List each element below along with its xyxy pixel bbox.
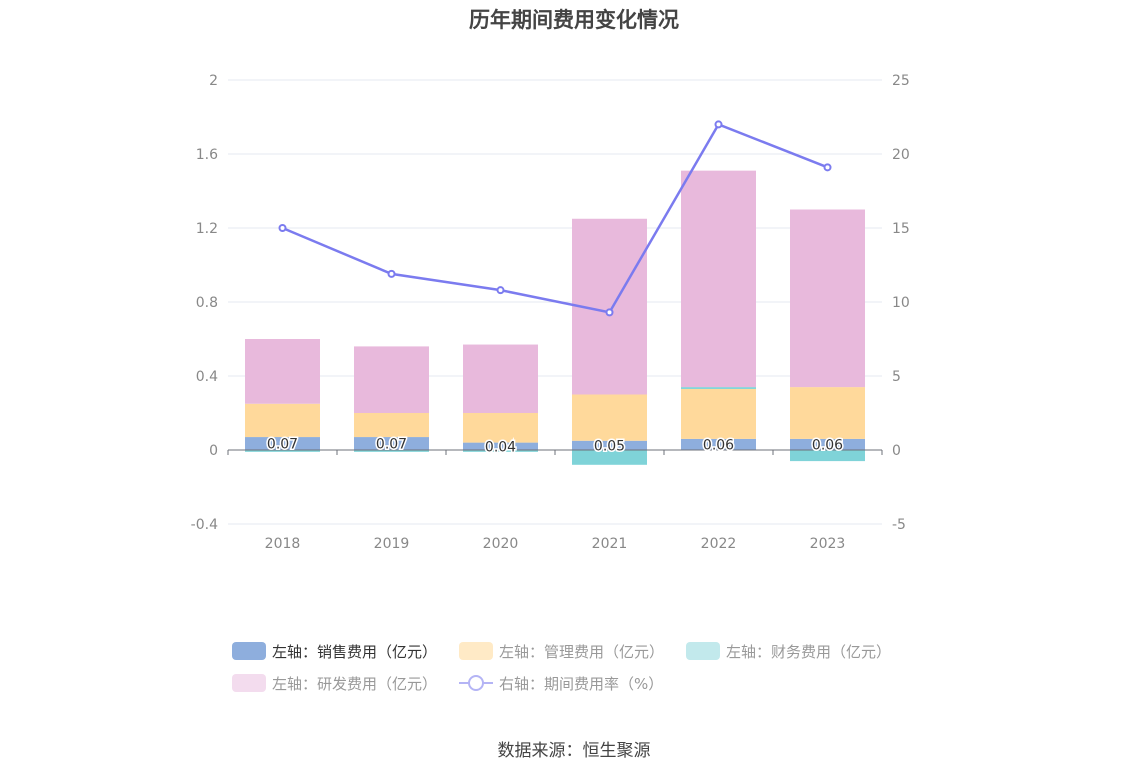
x-tick-label: 2018	[265, 536, 301, 552]
rate-point	[605, 308, 614, 317]
y-right-tick-label: 15	[892, 221, 910, 237]
y-right-tick-label: -5	[892, 517, 906, 533]
bar-2-2023	[790, 450, 865, 462]
data-label: 0.04	[485, 439, 516, 455]
legend-swatch-sales	[232, 642, 266, 660]
bar-1-2018	[245, 403, 320, 438]
bar-3-2018	[245, 339, 320, 404]
legend-item-rd[interactable]: 左轴：研发费用（亿元）	[232, 670, 437, 696]
y-right-tick-label: 10	[892, 295, 910, 311]
y-left-tick-label: 0.4	[196, 369, 218, 385]
legend-label-admin: 左轴：管理费用（亿元）	[499, 642, 665, 661]
bar-0-2019	[354, 437, 429, 450]
legend-swatch-rate	[459, 674, 494, 692]
bar-1-2020	[463, 413, 538, 443]
bar-1-2021	[572, 394, 647, 441]
data-label: 0.07	[267, 437, 298, 453]
y-left-tick-label: 0	[209, 443, 218, 459]
x-tick-label: 2020	[483, 536, 519, 552]
bar-0-2022	[681, 438, 756, 450]
bar-3-2019	[354, 346, 429, 413]
y-left-tick-label: 2	[209, 73, 218, 89]
y-right-tick-label: 25	[892, 73, 910, 89]
bar-1-2023	[790, 387, 865, 439]
source-note: 数据来源：恒生聚源	[497, 741, 651, 761]
bar-2-2022	[681, 387, 756, 389]
bar-0-2018	[245, 437, 320, 450]
bar-0-2023	[790, 438, 865, 450]
data-label: 0.06	[703, 437, 734, 453]
y-right-tick-label: 20	[892, 147, 910, 163]
y-left-tick-label: 1.2	[196, 221, 218, 237]
data-label: 0.05	[594, 438, 625, 454]
bar-3-2023	[790, 209, 865, 388]
legend-swatch-admin	[459, 642, 494, 660]
legend-item-sales[interactable]: 左轴：销售费用（亿元）	[232, 638, 437, 664]
data-label: 0.07	[376, 437, 407, 453]
y-left-tick-label: 0.8	[196, 295, 218, 311]
rate-point	[496, 286, 505, 295]
bar-2-2018	[245, 450, 320, 452]
data-label: 0.06	[812, 437, 843, 453]
legend-label-sales: 左轴：销售费用（亿元）	[272, 642, 438, 661]
rate-point	[823, 163, 832, 172]
legend-swatch-rd	[232, 674, 266, 692]
rate-point	[278, 224, 287, 232]
legend-item-finance[interactable]: 左轴：财务费用（亿元）	[686, 638, 891, 664]
rate-line	[282, 122, 828, 314]
y-right-tick-label: 0	[892, 443, 901, 459]
x-tick-label: 2019	[374, 536, 410, 552]
bar-0-2020	[463, 442, 538, 450]
bar-2-2020	[463, 450, 538, 452]
bar-2-2019	[354, 450, 429, 452]
bar-3-2022	[681, 170, 756, 388]
legend-item-rate[interactable]: 右轴：期间费用率（%）	[459, 670, 663, 696]
legend-label-rate: 右轴：期间费用率（%）	[499, 674, 664, 693]
legend-label-rd: 左轴：研发费用（亿元）	[272, 674, 438, 693]
bar-1-2022	[681, 388, 756, 439]
y-right-tick-label: 5	[892, 369, 901, 385]
x-tick-label: 2022	[701, 536, 737, 552]
legend-item-admin[interactable]: 左轴：管理费用（亿元）	[459, 638, 664, 664]
y-left-tick-label: -0.4	[191, 517, 218, 533]
bar-1-2019	[354, 413, 429, 438]
x-tick-label: 2023	[810, 536, 846, 552]
chart-title: 历年期间费用变化情况	[469, 8, 679, 32]
bar-0-2021	[572, 440, 647, 450]
y-left-tick-label: 1.6	[196, 147, 218, 163]
rate-point	[714, 120, 723, 129]
legend-swatch-finance	[686, 642, 721, 660]
rate-point	[387, 269, 396, 278]
chart-plot: 2 25 1.6 20 1.2 15 0.8 10 0.4 5 0 0 -0.4 -5 2018 2019 20…	[191, 73, 910, 552]
legend-label-finance: 左轴：财务费用（亿元）	[726, 642, 892, 661]
x-tick-label: 2021	[592, 536, 628, 552]
bar-3-2020	[463, 344, 538, 413]
chart-legend: 左轴：销售费用（亿元） 左轴：管理费用（亿元） 左轴：财务费用（亿元） 左轴：研…	[232, 638, 932, 702]
bar-2-2021	[572, 450, 647, 465]
